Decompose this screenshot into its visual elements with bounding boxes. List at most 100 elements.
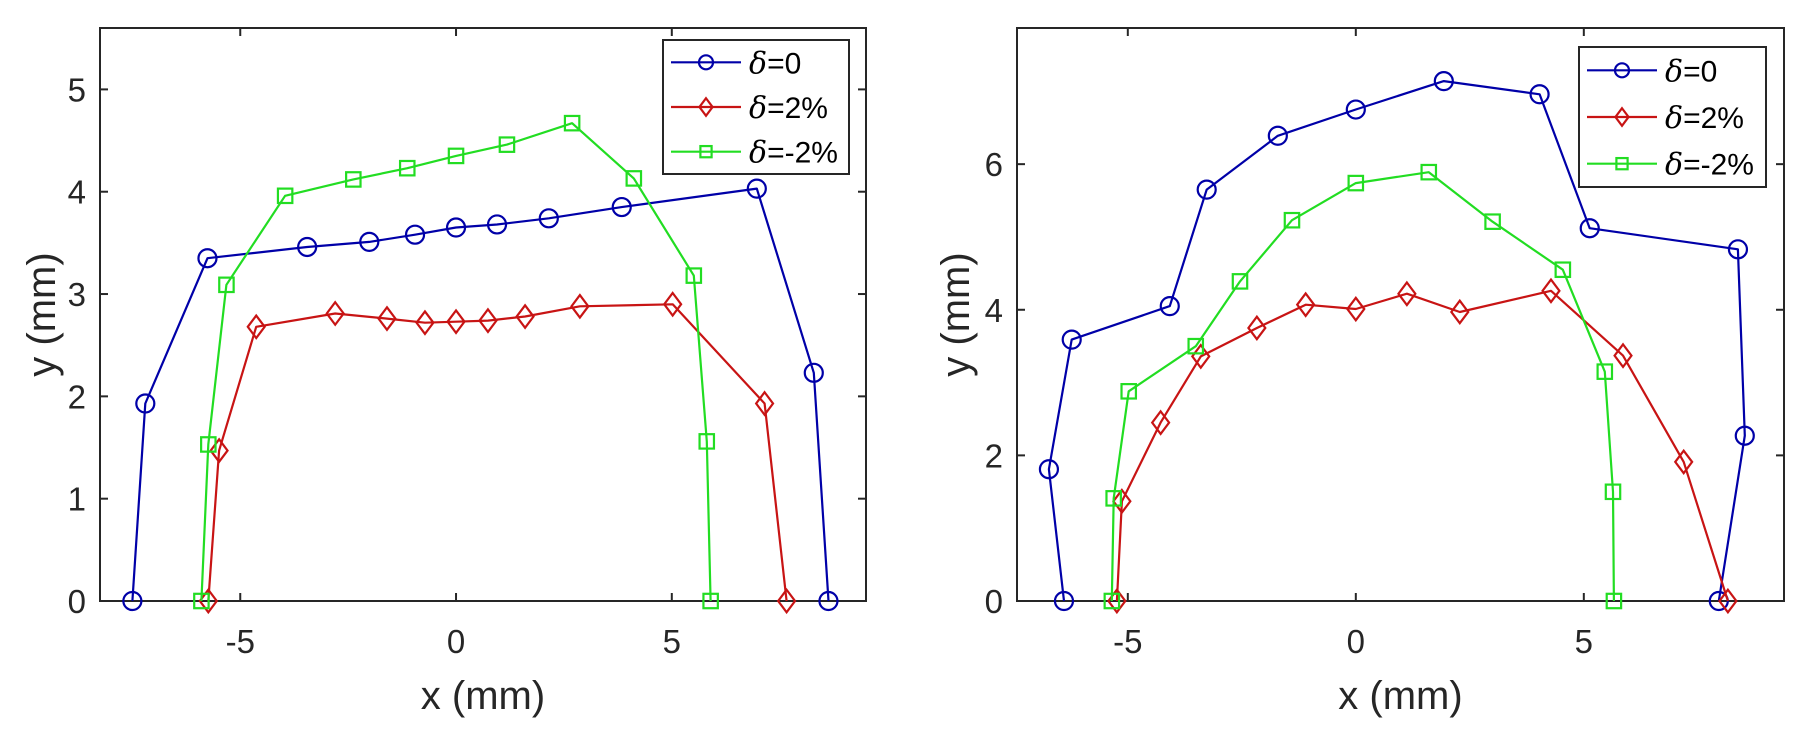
- legend: δ=0δ=2%δ=-2%: [662, 39, 850, 175]
- data-point-square: [398, 159, 416, 177]
- series-circle: [1038, 71, 1755, 612]
- legend-item: δ=0: [1587, 54, 1717, 89]
- data-point-diamond: [1718, 587, 1738, 615]
- data-point-square: [276, 187, 294, 205]
- data-point-square: [498, 136, 516, 153]
- data-point-circle: [1159, 296, 1180, 317]
- legend-label: δ=0: [1665, 54, 1717, 89]
- y-tick-label: 0: [985, 583, 1003, 620]
- data-point-circle: [1345, 99, 1366, 120]
- data-point-circle: [1727, 239, 1749, 260]
- y-tick-label: 1: [68, 481, 86, 518]
- x-axis-label: x (mm): [421, 674, 545, 718]
- data-point-diamond: [570, 293, 590, 320]
- data-point-diamond: [478, 307, 498, 334]
- legend-value: =0: [767, 47, 801, 80]
- data-point-circle: [1196, 179, 1217, 200]
- legend-item: δ=2%: [1587, 101, 1744, 136]
- legend-marker-square: [1615, 156, 1629, 171]
- delta-symbol: δ: [1665, 101, 1683, 136]
- delta-symbol: δ: [1665, 54, 1683, 89]
- legend-label: δ=2%: [749, 91, 828, 126]
- data-point-diamond: [198, 587, 219, 615]
- legend-value: =0: [1683, 55, 1717, 88]
- data-point-circle: [803, 362, 824, 383]
- data-point-diamond: [1247, 314, 1267, 342]
- data-point-circle: [359, 231, 380, 252]
- y-tick-label: 2: [985, 437, 1003, 474]
- data-point-diamond: [377, 305, 397, 332]
- series-line: [131, 187, 830, 602]
- legend-label: δ=-2%: [1665, 148, 1754, 183]
- series-circle: [122, 178, 839, 612]
- series-square: [193, 114, 719, 610]
- y-tick-label: 0: [68, 583, 86, 620]
- y-tick-label: 2: [68, 378, 86, 415]
- data-point-square: [1605, 592, 1623, 610]
- series-diamond: [198, 291, 797, 615]
- data-point-diamond: [1449, 298, 1470, 326]
- data-point-diamond: [446, 308, 466, 335]
- y-tick-label: 6: [985, 146, 1003, 183]
- legend: δ=0δ=2%δ=-2%: [1578, 46, 1767, 188]
- data-point-circle: [297, 236, 318, 258]
- data-point-diamond: [415, 309, 435, 336]
- legend-label: δ=0: [749, 46, 801, 81]
- x-axis-label: x (mm): [1338, 674, 1462, 718]
- series-line: [207, 303, 788, 602]
- data-point-square: [625, 170, 643, 187]
- legend-label: δ=-2%: [749, 136, 838, 171]
- data-point-square: [1604, 483, 1622, 501]
- axes-box: [99, 27, 867, 602]
- data-point-circle: [445, 217, 467, 238]
- x-tick-label: -5: [226, 623, 255, 660]
- data-point-diamond: [246, 313, 267, 340]
- y-axis-label: y (mm): [934, 252, 978, 376]
- data-point-square: [1231, 273, 1249, 290]
- data-point-diamond: [325, 300, 346, 327]
- data-point-square: [1420, 163, 1438, 181]
- data-point-square: [685, 267, 703, 284]
- data-point-square: [563, 114, 581, 132]
- delta-symbol: δ: [1665, 148, 1683, 183]
- data-point-diamond: [754, 390, 775, 417]
- data-point-square: [1554, 261, 1572, 279]
- series-square: [1103, 163, 1623, 610]
- delta-symbol: δ: [749, 136, 767, 171]
- legend-marker-diamond: [1614, 106, 1630, 128]
- data-point-circle: [1053, 590, 1075, 612]
- data-point-diamond: [1541, 277, 1561, 304]
- delta-symbol: δ: [749, 46, 767, 81]
- data-point-circle: [135, 393, 156, 414]
- legend-marker-circle: [1613, 62, 1631, 79]
- data-point-square: [1105, 490, 1122, 507]
- data-point-square: [1103, 592, 1121, 610]
- axes-box: [1016, 27, 1785, 602]
- data-point-square: [1120, 383, 1138, 400]
- legend-item: δ=-2%: [671, 136, 838, 171]
- data-point-circle: [1734, 425, 1755, 446]
- x-tick-label: 0: [447, 623, 465, 660]
- data-point-circle: [1433, 71, 1454, 92]
- legend-item: δ=0: [671, 46, 801, 81]
- data-point-square: [1596, 363, 1614, 380]
- data-point-diamond: [1613, 342, 1633, 369]
- data-point-diamond: [515, 303, 535, 330]
- legend-label: δ=2%: [1665, 101, 1744, 136]
- legend-value: =-2%: [767, 137, 838, 170]
- series-line: [1110, 171, 1615, 602]
- legend-marker-square: [699, 144, 713, 159]
- data-point-circle: [1038, 459, 1060, 480]
- data-point-square: [1283, 211, 1301, 229]
- data-point-square: [1347, 174, 1365, 192]
- series-line: [1115, 289, 1729, 602]
- data-point-diamond: [776, 587, 797, 615]
- data-point-circle: [611, 196, 632, 218]
- y-tick-label: 3: [68, 276, 86, 313]
- data-point-diamond: [209, 437, 229, 464]
- data-point-circle: [746, 178, 767, 199]
- data-point-circle: [122, 590, 143, 612]
- data-point-square: [698, 433, 716, 450]
